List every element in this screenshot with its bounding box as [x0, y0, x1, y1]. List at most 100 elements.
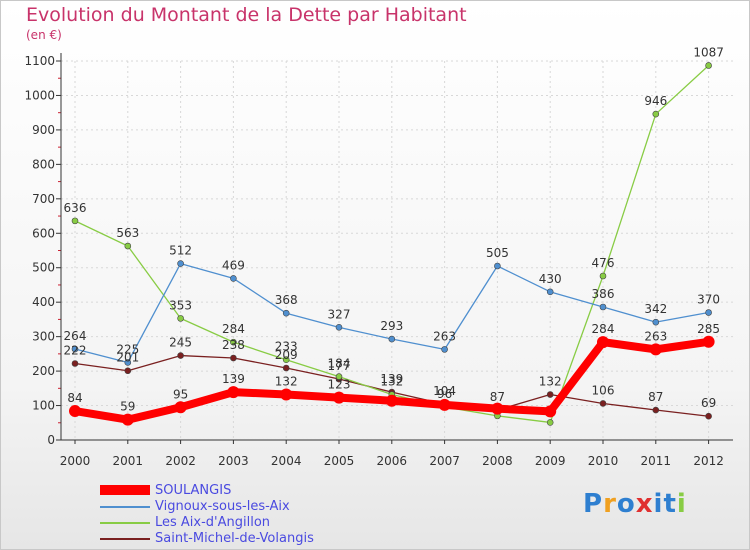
- data-label: 104: [433, 384, 456, 398]
- data-point: [491, 402, 504, 415]
- y-tick-label: 300: [32, 330, 55, 344]
- data-label: 201: [116, 351, 139, 365]
- data-label: 370: [697, 293, 720, 307]
- data-label: 59: [120, 400, 135, 414]
- data-label: 245: [169, 336, 192, 350]
- data-label: 95: [173, 387, 188, 401]
- data-label: 1087: [693, 45, 724, 59]
- series-soulangis: [69, 335, 715, 426]
- data-point: [282, 356, 290, 364]
- x-tick-label: 2009: [535, 454, 566, 468]
- data-label: 238: [222, 338, 245, 352]
- data-label: 284: [222, 322, 245, 336]
- data-label: 946: [644, 94, 667, 108]
- data-label: 563: [116, 226, 139, 240]
- data-point: [230, 275, 237, 282]
- data-label: 69: [701, 396, 716, 410]
- data-label: 139: [380, 372, 403, 386]
- series-vignoux-sous-les-aix: [71, 260, 712, 366]
- x-tick-label: 2006: [377, 454, 408, 468]
- data-point: [71, 217, 79, 225]
- y-tick-label: 700: [32, 192, 55, 206]
- data-label: 636: [64, 201, 87, 215]
- data-point: [649, 343, 662, 356]
- legend-swatch-aix-angillon: [100, 522, 150, 524]
- data-label: 106: [592, 383, 615, 397]
- data-point: [124, 359, 132, 366]
- logo-letter: x: [635, 489, 654, 519]
- data-label: 123: [328, 378, 351, 392]
- data-point: [282, 309, 290, 317]
- data-point: [652, 110, 660, 118]
- x-tick-label: 2011: [641, 454, 672, 468]
- data-label: 233: [275, 340, 298, 354]
- data-label: 430: [539, 272, 562, 286]
- data-point: [335, 324, 343, 331]
- data-label: 87: [490, 390, 505, 404]
- data-point: [494, 262, 501, 270]
- legend-swatch-saint-michel: [100, 538, 150, 540]
- x-tick-label: 2012: [693, 454, 724, 468]
- data-point: [124, 242, 132, 250]
- data-label: 222: [64, 344, 87, 358]
- y-axis-unit-label: (en €): [26, 28, 62, 42]
- data-label: 469: [222, 258, 245, 272]
- data-point: [438, 398, 451, 411]
- data-point: [227, 386, 240, 399]
- data-point: [546, 419, 554, 426]
- y-tick-label: 100: [32, 399, 55, 413]
- data-point: [702, 335, 715, 348]
- data-point: [333, 391, 345, 404]
- logo-letter: P: [583, 489, 604, 519]
- data-point: [385, 394, 398, 407]
- data-point: [652, 406, 660, 414]
- x-tick-label: 2007: [429, 454, 460, 468]
- data-point: [546, 391, 554, 398]
- legend-swatch-vignoux: [100, 506, 150, 508]
- data-label: 225: [116, 342, 139, 356]
- data-label: 132: [539, 375, 562, 389]
- x-tick-label: 2000: [60, 454, 91, 468]
- data-point: [705, 309, 712, 316]
- data-point: [388, 335, 396, 343]
- data-point: [230, 338, 237, 346]
- data-point: [124, 367, 132, 375]
- data-label: 177: [328, 359, 351, 373]
- data-point: [599, 400, 607, 407]
- legend-label-aix-angillon: Les Aix-d'Angillon: [155, 515, 271, 530]
- legend-label-soulangis: SOULANGIS: [155, 483, 232, 498]
- data-point: [71, 345, 79, 353]
- data-label: 87: [648, 390, 663, 404]
- data-label: 368: [275, 293, 298, 307]
- data-point: [230, 354, 237, 362]
- y-tick-label: 400: [32, 295, 55, 309]
- data-point: [69, 405, 81, 418]
- x-tick-label: 2010: [588, 454, 619, 468]
- data-label: 327: [328, 307, 351, 321]
- y-tick-label: 900: [32, 123, 55, 137]
- logo-letter: o: [616, 489, 636, 519]
- data-point: [71, 360, 79, 367]
- data-label: 263: [433, 329, 456, 343]
- data-label: 263: [644, 329, 667, 343]
- data-point: [597, 336, 609, 349]
- data-point: [335, 373, 343, 380]
- y-tick-label: 1100: [24, 54, 55, 68]
- data-point: [599, 272, 607, 280]
- data-label: 284: [592, 322, 615, 336]
- x-tick-label: 2002: [165, 454, 196, 468]
- data-label: 184: [328, 357, 351, 371]
- data-label: 512: [169, 244, 192, 258]
- x-tick-label: 2003: [218, 454, 249, 468]
- data-point: [282, 364, 290, 372]
- data-label: 84: [67, 391, 82, 405]
- grid: [58, 60, 733, 441]
- data-point: [544, 405, 557, 418]
- logo-letter: i: [676, 489, 687, 519]
- legend-label-vignoux: Vignoux-sous-les-Aix: [155, 499, 290, 514]
- data-label: 132: [275, 375, 298, 389]
- x-tick-label: 2001: [113, 454, 144, 468]
- data-label: 476: [592, 256, 615, 270]
